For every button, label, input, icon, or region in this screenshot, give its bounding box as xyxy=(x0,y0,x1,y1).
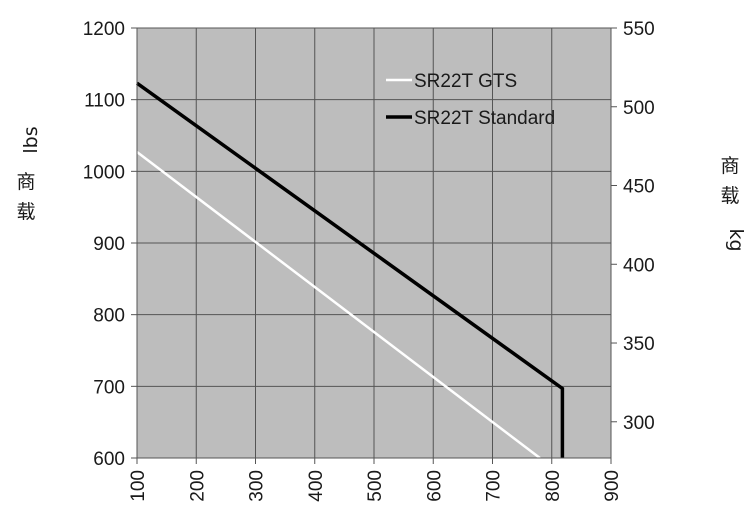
x-tick-label: 100 xyxy=(128,470,149,502)
x-tick-label: 200 xyxy=(187,470,208,502)
y-tick-label: 900 xyxy=(93,234,125,255)
legend: SR22T GTS SR22T Standard xyxy=(386,71,555,129)
right-axis-unit-label: kg xyxy=(725,228,747,251)
y2-tick-label: 500 xyxy=(623,98,655,119)
y-tick-label: 1000 xyxy=(83,162,125,183)
y-tick-label: 800 xyxy=(93,306,125,327)
axis-title-char: 载 xyxy=(16,201,35,223)
right-y-tick-labels: 300 350 400 450 500 550 xyxy=(611,19,655,434)
left-axis-unit-label: lbs xyxy=(20,126,42,153)
legend-label-2: SR22T Standard xyxy=(414,108,555,129)
axis-title-char: 载 xyxy=(720,185,739,207)
x-tick-label: 800 xyxy=(543,470,564,502)
y2-tick-label: 300 xyxy=(623,413,655,434)
x-tick-label: 900 xyxy=(602,470,623,502)
y-tick-label: 1100 xyxy=(84,91,125,112)
series-line-1 xyxy=(136,151,541,459)
right-axis-title: 商载 xyxy=(720,155,739,207)
x-tick-label: 700 xyxy=(484,470,505,502)
left-y-tick-labels: 600 700 800 900 1000 1100 1200 xyxy=(83,19,137,470)
axis-title-char: 商 xyxy=(720,155,739,177)
legend-label-1: SR22T GTS xyxy=(414,71,517,92)
x-tick-labels: 100 200 300 400 500 600 700 800 900 xyxy=(128,458,623,502)
x-tick-label: 400 xyxy=(306,470,327,502)
axis-title-char: 商 xyxy=(16,171,35,193)
x-tick-label: 600 xyxy=(424,470,445,502)
y2-tick-label: 350 xyxy=(623,334,655,355)
x-tick-label: 500 xyxy=(365,470,386,502)
y-tick-label: 1200 xyxy=(83,19,125,40)
series-line-2 xyxy=(135,81,565,458)
series-layer xyxy=(135,81,565,459)
y-tick-label: 700 xyxy=(93,377,125,398)
y2-tick-label: 550 xyxy=(623,19,655,40)
left-axis-title: 商载 xyxy=(16,171,35,223)
y2-tick-label: 450 xyxy=(623,177,655,198)
x-tick-label: 300 xyxy=(247,470,268,502)
y-tick-label: 600 xyxy=(93,449,125,470)
y2-tick-label: 400 xyxy=(623,255,655,276)
